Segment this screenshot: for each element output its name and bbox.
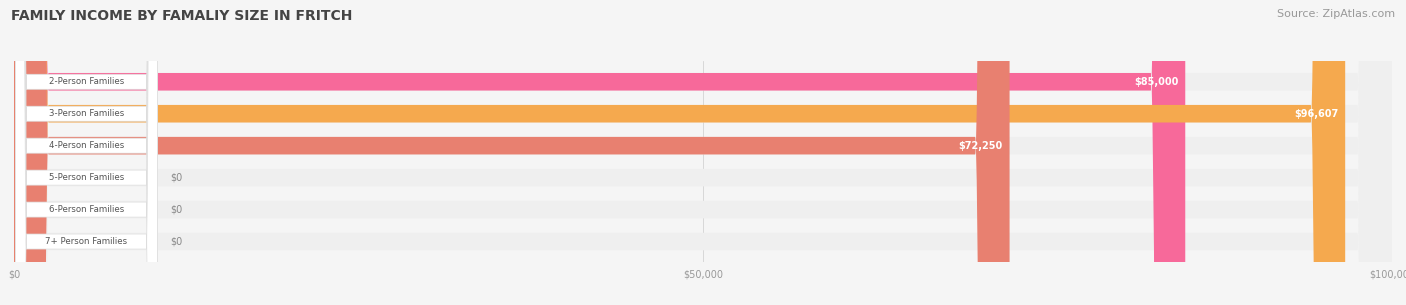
Text: $72,250: $72,250 [959,141,1002,151]
Text: 2-Person Families: 2-Person Families [49,77,124,86]
FancyBboxPatch shape [15,0,157,305]
FancyBboxPatch shape [15,0,157,305]
FancyBboxPatch shape [15,0,157,305]
FancyBboxPatch shape [14,0,1392,305]
FancyBboxPatch shape [14,0,1392,305]
Text: $0: $0 [170,173,181,183]
FancyBboxPatch shape [15,0,157,305]
Text: FAMILY INCOME BY FAMALIY SIZE IN FRITCH: FAMILY INCOME BY FAMALIY SIZE IN FRITCH [11,9,353,23]
Text: 3-Person Families: 3-Person Families [49,109,124,118]
Text: 5-Person Families: 5-Person Families [49,173,124,182]
Text: $0: $0 [170,205,181,215]
Text: $85,000: $85,000 [1135,77,1178,87]
FancyBboxPatch shape [14,0,1346,305]
Text: $96,607: $96,607 [1294,109,1339,119]
FancyBboxPatch shape [15,0,157,305]
FancyBboxPatch shape [14,0,1185,305]
Text: Source: ZipAtlas.com: Source: ZipAtlas.com [1277,9,1395,19]
FancyBboxPatch shape [14,0,1392,305]
Text: 7+ Person Families: 7+ Person Families [45,237,128,246]
Text: 6-Person Families: 6-Person Families [49,205,124,214]
Text: $0: $0 [170,237,181,246]
FancyBboxPatch shape [14,0,1392,305]
FancyBboxPatch shape [14,0,1010,305]
FancyBboxPatch shape [14,0,1392,305]
FancyBboxPatch shape [15,0,157,305]
Text: 4-Person Families: 4-Person Families [49,141,124,150]
FancyBboxPatch shape [14,0,1392,305]
